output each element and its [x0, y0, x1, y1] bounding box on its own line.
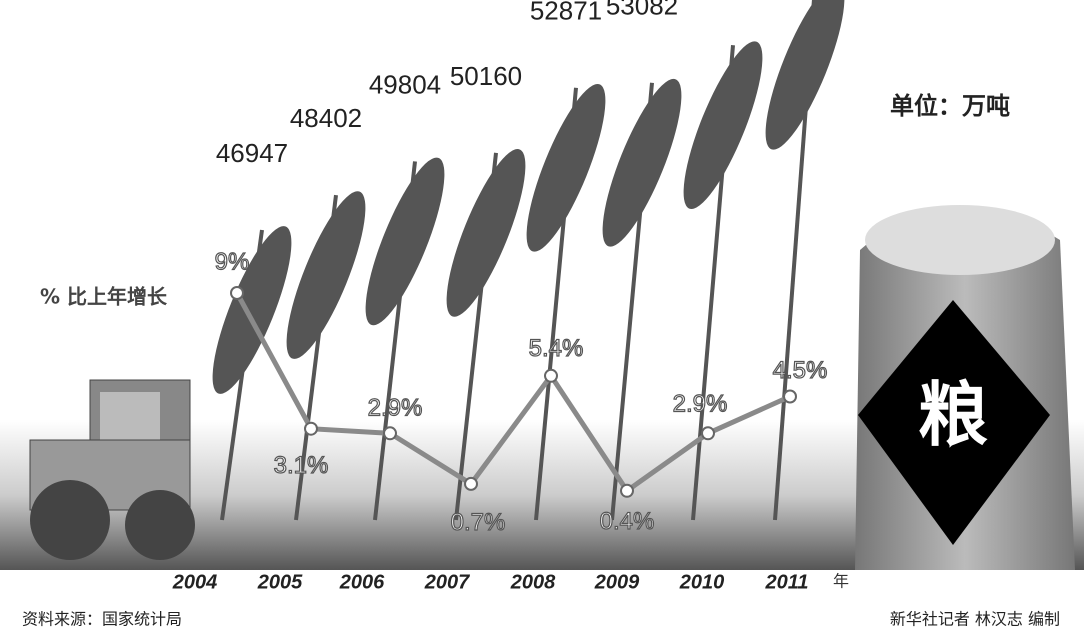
x-tick-label: 2010 — [679, 571, 725, 593]
wheat-ear — [526, 83, 606, 252]
wheat-ear — [446, 149, 526, 317]
production-label: 53082 — [606, 0, 678, 21]
wheat-ear — [765, 0, 845, 150]
x-tick-label: 2004 — [172, 571, 218, 593]
source: 资料来源：国家统计局 — [22, 610, 182, 629]
growth-label: 0.4% — [600, 508, 655, 535]
x-tick-label: 2009 — [594, 571, 640, 593]
growth-label: 0.7% — [451, 509, 506, 536]
production-label: 46947 — [216, 138, 288, 168]
wheat-ear — [212, 226, 292, 394]
production-label: 48402 — [290, 103, 362, 133]
growth-point — [230, 286, 244, 300]
wheat-ear — [365, 157, 445, 326]
production-label: 50160 — [450, 61, 522, 91]
growth-point — [544, 368, 558, 383]
x-unit: 年 — [833, 572, 849, 591]
footer-bg — [0, 600, 1084, 637]
growth-point — [701, 426, 715, 441]
growth-point — [783, 389, 797, 404]
growth-label: 2.9% — [673, 391, 728, 418]
grain-sack: 粮 — [855, 205, 1075, 570]
x-tick-label: 2007 — [424, 571, 470, 593]
growth-label: 5.4% — [529, 335, 584, 362]
x-tick-label: 2005 — [257, 571, 303, 593]
wheat-ear — [286, 191, 366, 359]
production-label: 52871 — [530, 0, 602, 26]
growth-point — [620, 483, 634, 498]
x-tick-label: 2008 — [510, 571, 556, 593]
growth-label: 2.9% — [368, 395, 423, 422]
credit: 新华社记者 林汉志 编制 — [890, 610, 1060, 629]
growth-point — [383, 426, 397, 441]
unit-label: 单位：万吨 — [890, 92, 1010, 120]
growth-label: % 比上年增长 — [40, 285, 168, 309]
growth-label: 3.1% — [274, 452, 329, 479]
tractor — [29, 379, 195, 560]
badge: 粮 — [918, 374, 988, 456]
growth-point — [304, 421, 318, 436]
growth-line — [234, 291, 792, 495]
growth-label: 4.5% — [773, 357, 828, 384]
x-tick-label: 2006 — [339, 571, 385, 593]
wheat-ear — [602, 78, 682, 247]
wheat-ear — [683, 41, 763, 210]
production-label: 49804 — [369, 69, 441, 99]
x-tick-label: 2011 — [764, 571, 808, 593]
growth-point — [464, 476, 478, 491]
growth-label: 9% — [215, 248, 250, 275]
